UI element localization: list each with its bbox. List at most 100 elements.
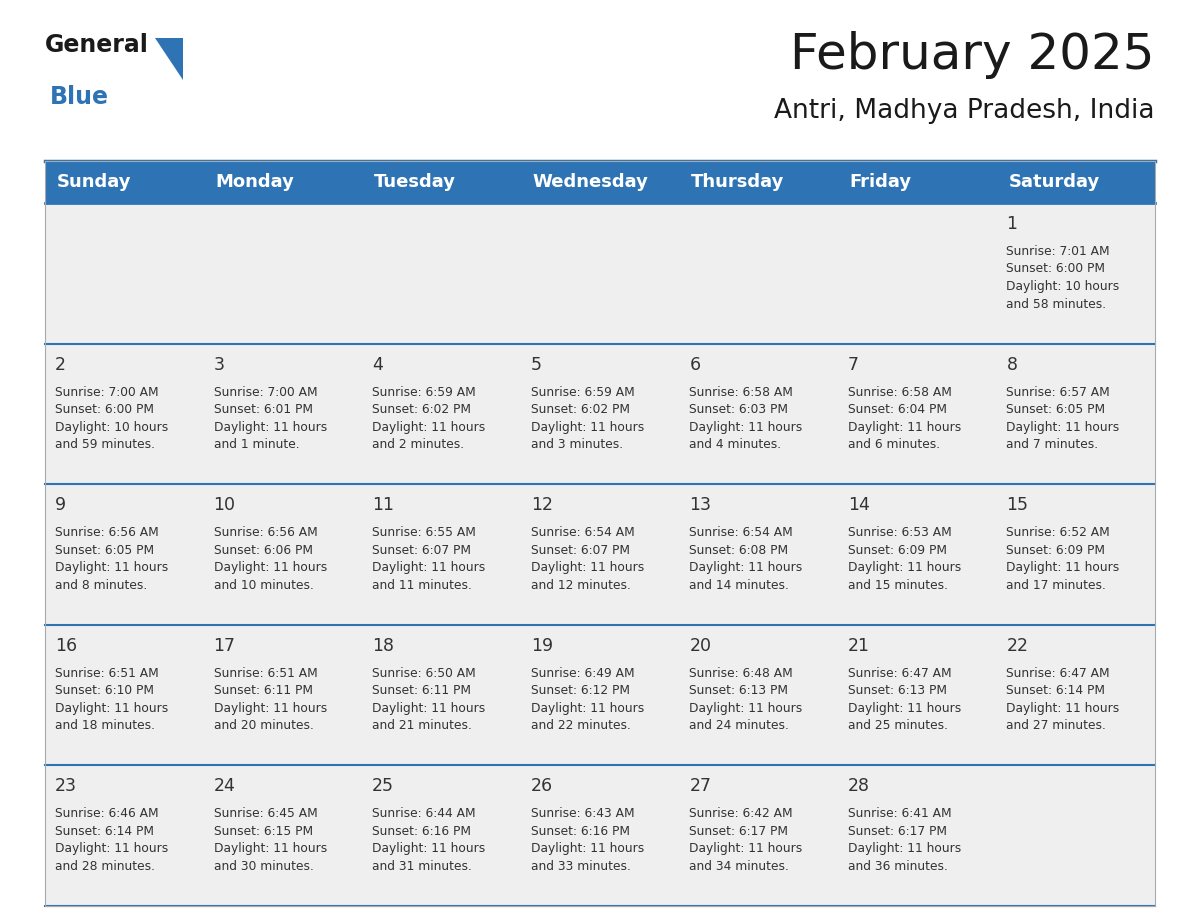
- Text: Sunset: 6:02 PM: Sunset: 6:02 PM: [372, 403, 472, 416]
- Text: and 31 minutes.: and 31 minutes.: [372, 860, 472, 873]
- Text: 12: 12: [531, 497, 552, 514]
- Text: 9: 9: [55, 497, 67, 514]
- Text: Sunrise: 6:44 AM: Sunrise: 6:44 AM: [372, 808, 475, 821]
- Text: and 11 minutes.: and 11 minutes.: [372, 578, 472, 592]
- Text: Sunrise: 6:51 AM: Sunrise: 6:51 AM: [214, 666, 317, 680]
- Text: 3: 3: [214, 355, 225, 374]
- Text: and 12 minutes.: and 12 minutes.: [531, 578, 631, 592]
- Text: and 28 minutes.: and 28 minutes.: [55, 860, 154, 873]
- Text: Daylight: 11 hours: Daylight: 11 hours: [1006, 420, 1119, 433]
- Text: Sunset: 6:03 PM: Sunset: 6:03 PM: [689, 403, 789, 416]
- Text: Daylight: 11 hours: Daylight: 11 hours: [55, 843, 169, 856]
- Text: Sunrise: 6:54 AM: Sunrise: 6:54 AM: [689, 526, 794, 539]
- Text: Daylight: 11 hours: Daylight: 11 hours: [689, 561, 803, 574]
- Text: Thursday: Thursday: [691, 173, 784, 191]
- Text: 15: 15: [1006, 497, 1029, 514]
- Text: Sunset: 6:09 PM: Sunset: 6:09 PM: [1006, 543, 1105, 556]
- Text: 26: 26: [531, 778, 552, 795]
- Text: Daylight: 11 hours: Daylight: 11 hours: [848, 561, 961, 574]
- Text: Sunset: 6:08 PM: Sunset: 6:08 PM: [689, 543, 789, 556]
- Text: 28: 28: [848, 778, 870, 795]
- Text: 22: 22: [1006, 637, 1029, 655]
- Text: Sunset: 6:05 PM: Sunset: 6:05 PM: [55, 543, 154, 556]
- Text: Sunset: 6:05 PM: Sunset: 6:05 PM: [1006, 403, 1106, 416]
- Text: 2: 2: [55, 355, 67, 374]
- Text: Daylight: 11 hours: Daylight: 11 hours: [372, 843, 486, 856]
- Text: Sunrise: 6:41 AM: Sunrise: 6:41 AM: [848, 808, 952, 821]
- Text: Daylight: 11 hours: Daylight: 11 hours: [1006, 701, 1119, 715]
- Text: Sunrise: 6:57 AM: Sunrise: 6:57 AM: [1006, 386, 1110, 398]
- Text: and 10 minutes.: and 10 minutes.: [214, 578, 314, 592]
- Text: Wednesday: Wednesday: [532, 173, 649, 191]
- Text: 17: 17: [214, 637, 235, 655]
- Bar: [45, 484, 1155, 625]
- Text: and 30 minutes.: and 30 minutes.: [214, 860, 314, 873]
- Text: Daylight: 11 hours: Daylight: 11 hours: [689, 701, 803, 715]
- Text: Sunset: 6:11 PM: Sunset: 6:11 PM: [214, 684, 312, 698]
- Text: and 34 minutes.: and 34 minutes.: [689, 860, 789, 873]
- Text: Sunrise: 6:55 AM: Sunrise: 6:55 AM: [372, 526, 476, 539]
- Text: Sunset: 6:01 PM: Sunset: 6:01 PM: [214, 403, 312, 416]
- Text: Sunrise: 6:46 AM: Sunrise: 6:46 AM: [55, 808, 159, 821]
- Text: 13: 13: [689, 497, 712, 514]
- Text: Sunset: 6:14 PM: Sunset: 6:14 PM: [55, 825, 154, 838]
- Text: Sunrise: 6:59 AM: Sunrise: 6:59 AM: [531, 386, 634, 398]
- Text: Sunset: 6:04 PM: Sunset: 6:04 PM: [848, 403, 947, 416]
- Text: Sunrise: 7:00 AM: Sunrise: 7:00 AM: [214, 386, 317, 398]
- Text: and 15 minutes.: and 15 minutes.: [848, 578, 948, 592]
- Bar: [45, 625, 1155, 766]
- Text: Tuesday: Tuesday: [374, 173, 456, 191]
- Text: and 22 minutes.: and 22 minutes.: [531, 720, 631, 733]
- Text: Daylight: 11 hours: Daylight: 11 hours: [689, 843, 803, 856]
- Text: Daylight: 11 hours: Daylight: 11 hours: [214, 701, 327, 715]
- Text: 21: 21: [848, 637, 870, 655]
- Text: Sunset: 6:13 PM: Sunset: 6:13 PM: [689, 684, 789, 698]
- Text: Sunrise: 6:56 AM: Sunrise: 6:56 AM: [55, 526, 159, 539]
- Text: and 59 minutes.: and 59 minutes.: [55, 438, 154, 451]
- Text: Daylight: 11 hours: Daylight: 11 hours: [214, 420, 327, 433]
- Text: Sunset: 6:16 PM: Sunset: 6:16 PM: [372, 825, 472, 838]
- Text: Friday: Friday: [849, 173, 912, 191]
- Bar: [45, 161, 1155, 203]
- Text: Antri, Madhya Pradesh, India: Antri, Madhya Pradesh, India: [775, 98, 1155, 124]
- Text: Daylight: 11 hours: Daylight: 11 hours: [848, 701, 961, 715]
- Text: and 8 minutes.: and 8 minutes.: [55, 578, 147, 592]
- Text: Sunset: 6:17 PM: Sunset: 6:17 PM: [848, 825, 947, 838]
- Text: Sunset: 6:09 PM: Sunset: 6:09 PM: [848, 543, 947, 556]
- Text: Sunset: 6:06 PM: Sunset: 6:06 PM: [214, 543, 312, 556]
- Text: 23: 23: [55, 778, 77, 795]
- Text: Blue: Blue: [50, 85, 109, 109]
- Text: Sunrise: 6:45 AM: Sunrise: 6:45 AM: [214, 808, 317, 821]
- Text: Sunset: 6:17 PM: Sunset: 6:17 PM: [689, 825, 789, 838]
- Text: Sunset: 6:07 PM: Sunset: 6:07 PM: [531, 543, 630, 556]
- Text: Sunrise: 6:56 AM: Sunrise: 6:56 AM: [214, 526, 317, 539]
- Text: Sunset: 6:16 PM: Sunset: 6:16 PM: [531, 825, 630, 838]
- Text: 6: 6: [689, 355, 701, 374]
- Text: Daylight: 11 hours: Daylight: 11 hours: [848, 843, 961, 856]
- Text: 19: 19: [531, 637, 552, 655]
- Bar: [45, 203, 1155, 343]
- Text: Sunrise: 6:43 AM: Sunrise: 6:43 AM: [531, 808, 634, 821]
- Text: Sunrise: 6:58 AM: Sunrise: 6:58 AM: [689, 386, 794, 398]
- Text: Sunday: Sunday: [57, 173, 132, 191]
- Text: Sunset: 6:13 PM: Sunset: 6:13 PM: [848, 684, 947, 698]
- Text: 24: 24: [214, 778, 235, 795]
- Text: and 27 minutes.: and 27 minutes.: [1006, 720, 1106, 733]
- Text: and 17 minutes.: and 17 minutes.: [1006, 578, 1106, 592]
- Text: and 4 minutes.: and 4 minutes.: [689, 438, 782, 451]
- Text: Sunrise: 6:50 AM: Sunrise: 6:50 AM: [372, 666, 476, 680]
- Text: Daylight: 11 hours: Daylight: 11 hours: [214, 561, 327, 574]
- Text: Daylight: 11 hours: Daylight: 11 hours: [531, 701, 644, 715]
- Bar: [45, 343, 1155, 484]
- Text: Sunrise: 6:42 AM: Sunrise: 6:42 AM: [689, 808, 792, 821]
- Text: 14: 14: [848, 497, 870, 514]
- Text: 11: 11: [372, 497, 394, 514]
- Text: 18: 18: [372, 637, 394, 655]
- Text: General: General: [45, 33, 148, 57]
- Text: February 2025: February 2025: [790, 31, 1155, 79]
- Text: Sunset: 6:14 PM: Sunset: 6:14 PM: [1006, 684, 1105, 698]
- Text: Sunrise: 6:58 AM: Sunrise: 6:58 AM: [848, 386, 952, 398]
- Text: 16: 16: [55, 637, 77, 655]
- Text: Daylight: 11 hours: Daylight: 11 hours: [1006, 561, 1119, 574]
- Text: Sunrise: 7:01 AM: Sunrise: 7:01 AM: [1006, 245, 1110, 258]
